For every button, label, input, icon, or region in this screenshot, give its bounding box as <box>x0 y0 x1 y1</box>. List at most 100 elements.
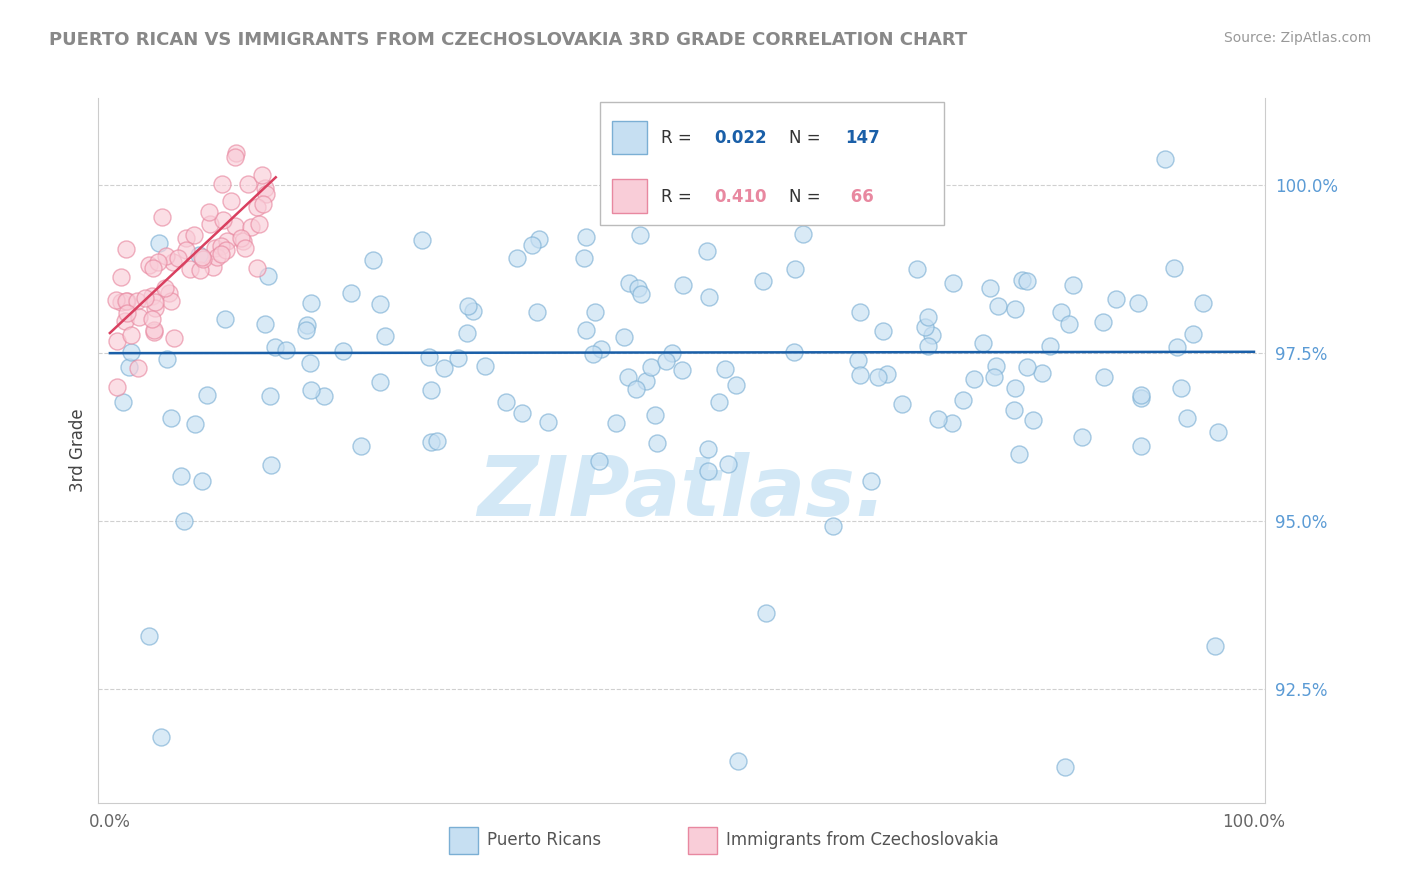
Point <box>520 237 543 252</box>
Point <box>105 334 128 348</box>
Point <box>575 230 598 244</box>
Point <box>225 145 247 160</box>
Point <box>173 514 195 528</box>
Point <box>224 150 246 164</box>
Point <box>134 291 156 305</box>
Point <box>617 370 640 384</box>
Point <box>575 323 598 337</box>
Point <box>374 328 396 343</box>
Point <box>672 277 695 292</box>
Point <box>104 293 127 308</box>
Text: 0.022: 0.022 <box>714 129 768 147</box>
Point <box>876 367 898 381</box>
Point <box>856 188 879 202</box>
Point <box>1105 292 1128 306</box>
Text: 0.410: 0.410 <box>714 188 768 206</box>
Point <box>644 408 666 422</box>
Point <box>418 351 440 365</box>
Point <box>160 294 183 309</box>
Point <box>128 310 150 325</box>
Point <box>299 384 322 398</box>
Point <box>153 281 176 295</box>
Point <box>783 262 806 277</box>
Point <box>1206 425 1229 439</box>
Point <box>214 243 236 257</box>
Point <box>583 305 606 319</box>
Point <box>276 343 298 358</box>
Point <box>247 217 270 231</box>
Point <box>138 258 160 272</box>
Point <box>1039 339 1062 353</box>
Point <box>127 360 149 375</box>
Point <box>589 343 612 357</box>
Point <box>588 454 610 468</box>
Point <box>645 435 668 450</box>
Point <box>167 252 190 266</box>
Point <box>752 274 775 288</box>
Point <box>141 289 163 303</box>
Point <box>755 607 778 621</box>
Point <box>236 178 259 192</box>
Text: Puerto Ricans: Puerto Ricans <box>486 831 602 849</box>
Point <box>963 372 986 386</box>
Point <box>1031 366 1053 380</box>
Point <box>299 295 322 310</box>
Point <box>941 416 963 430</box>
Point <box>783 344 806 359</box>
Point <box>420 383 443 397</box>
Point <box>259 458 281 472</box>
Point <box>1008 448 1031 462</box>
Point <box>727 755 749 769</box>
Point <box>253 180 276 194</box>
Point <box>143 301 166 315</box>
Point <box>214 311 236 326</box>
Point <box>219 194 242 208</box>
Point <box>866 370 889 384</box>
Point <box>927 412 949 426</box>
Point <box>1004 302 1026 317</box>
Point <box>162 254 184 268</box>
Text: Source: ZipAtlas.com: Source: ZipAtlas.com <box>1223 31 1371 45</box>
Point <box>125 294 148 309</box>
Point <box>574 251 596 265</box>
Point <box>426 434 449 449</box>
Point <box>972 336 994 351</box>
Point <box>115 306 138 320</box>
Point <box>1130 392 1153 406</box>
Point <box>295 318 318 332</box>
Point <box>987 299 1010 313</box>
Point <box>332 343 354 358</box>
Point <box>298 356 321 370</box>
Point <box>176 243 198 257</box>
Point <box>232 234 254 248</box>
Bar <box>612 179 647 213</box>
Point <box>142 323 165 337</box>
Point <box>156 352 179 367</box>
Point <box>1154 152 1177 166</box>
Point <box>628 227 651 242</box>
Point <box>1092 369 1115 384</box>
Point <box>917 310 939 324</box>
Point <box>696 464 718 478</box>
Point <box>209 239 232 253</box>
Point <box>138 629 160 643</box>
Y-axis label: 3rd Grade: 3rd Grade <box>69 409 87 492</box>
Point <box>184 417 207 431</box>
Point <box>655 353 678 368</box>
Point <box>198 205 221 219</box>
Point <box>224 219 246 234</box>
Point <box>1049 305 1071 319</box>
Point <box>1163 260 1185 275</box>
Point <box>952 392 974 407</box>
Point <box>527 232 550 246</box>
Bar <box>612 120 647 154</box>
Text: N =: N = <box>789 188 827 206</box>
Point <box>419 435 441 450</box>
Point <box>634 374 657 388</box>
Point <box>150 730 173 744</box>
Point <box>605 416 627 430</box>
Point <box>714 361 737 376</box>
Point <box>217 234 239 248</box>
Point <box>148 254 170 268</box>
Point <box>120 345 142 359</box>
